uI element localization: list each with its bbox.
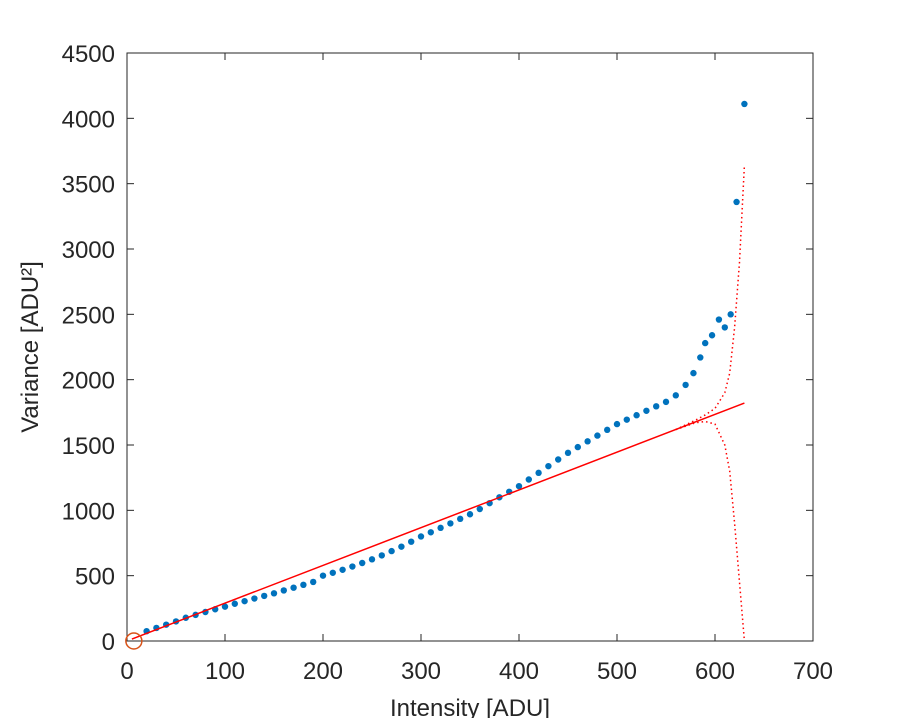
data-point [251,595,258,602]
y-tick-label: 0 [102,629,115,656]
x-tick-label: 200 [303,658,343,685]
data-point [564,449,572,457]
data-point [388,547,395,555]
data-point [270,590,278,597]
data-point [329,569,336,576]
data-point [682,381,689,389]
data-point [349,563,356,570]
confidence-curve [675,165,746,431]
data-point [398,543,405,550]
data-point [623,416,630,423]
confidence-curve [675,420,746,642]
data-point [261,592,268,600]
data-point [584,438,591,445]
y-tick-label: 2500 [62,302,115,329]
y-tick-label: 1000 [62,498,115,525]
data-point [427,529,434,536]
plot-frame [126,52,814,642]
data-point [515,482,523,490]
y-tick-label: 1500 [62,433,115,460]
data-point [690,369,697,377]
data-point [574,443,581,451]
x-tick-label: 300 [401,658,441,685]
data-point [437,524,444,532]
data-point [447,520,454,527]
x-tick-label: 700 [793,658,833,685]
data-point [613,420,621,428]
data-point [368,556,376,563]
data-point [466,511,474,518]
data-point [300,581,307,589]
origin-marker [125,632,143,650]
data-point [727,311,734,318]
data-point [594,432,601,439]
data-point [672,392,679,399]
y-axis-label: Variance [ADU²] [17,261,44,433]
data-point [545,462,552,470]
y-tick-label: 3500 [62,172,115,199]
data-point [643,407,650,414]
data-point [715,316,723,323]
x-tick-label: 600 [695,658,735,685]
y-tick-label: 2000 [62,368,115,395]
data-point [535,469,542,477]
data-point [721,324,728,331]
data-point [697,354,704,361]
data-point [604,426,611,434]
data-point [221,603,229,610]
data-point [653,403,660,410]
data-point [408,538,415,545]
data-point [417,533,425,540]
data-point [359,559,366,567]
data-point [555,456,562,463]
x-tick-label: 500 [597,658,637,685]
y-tick-label: 500 [75,564,115,591]
x-axis-label: Intensity [ADU] [390,695,550,718]
data-point [319,572,327,579]
data-point [457,515,464,523]
y-tick-label: 4000 [62,106,115,133]
data-point [241,597,248,605]
data-point [378,552,385,559]
data-point [733,198,740,206]
x-tick-label: 100 [205,658,245,685]
y-tick-label: 4500 [62,41,115,68]
y-tick-label: 3000 [62,237,115,264]
data-point [231,600,238,607]
data-point [662,398,670,406]
data-point [476,505,483,513]
data-point [741,100,748,108]
data-point [290,584,297,591]
x-tick-label: 400 [499,658,539,685]
data-point [633,412,640,419]
fit-line [131,402,745,640]
data-point [310,578,317,586]
data-point [702,339,709,347]
data-point [280,587,287,594]
data-point [708,332,716,339]
data-point [339,566,346,573]
data-point [525,476,532,483]
x-tick-label: 0 [120,658,133,685]
